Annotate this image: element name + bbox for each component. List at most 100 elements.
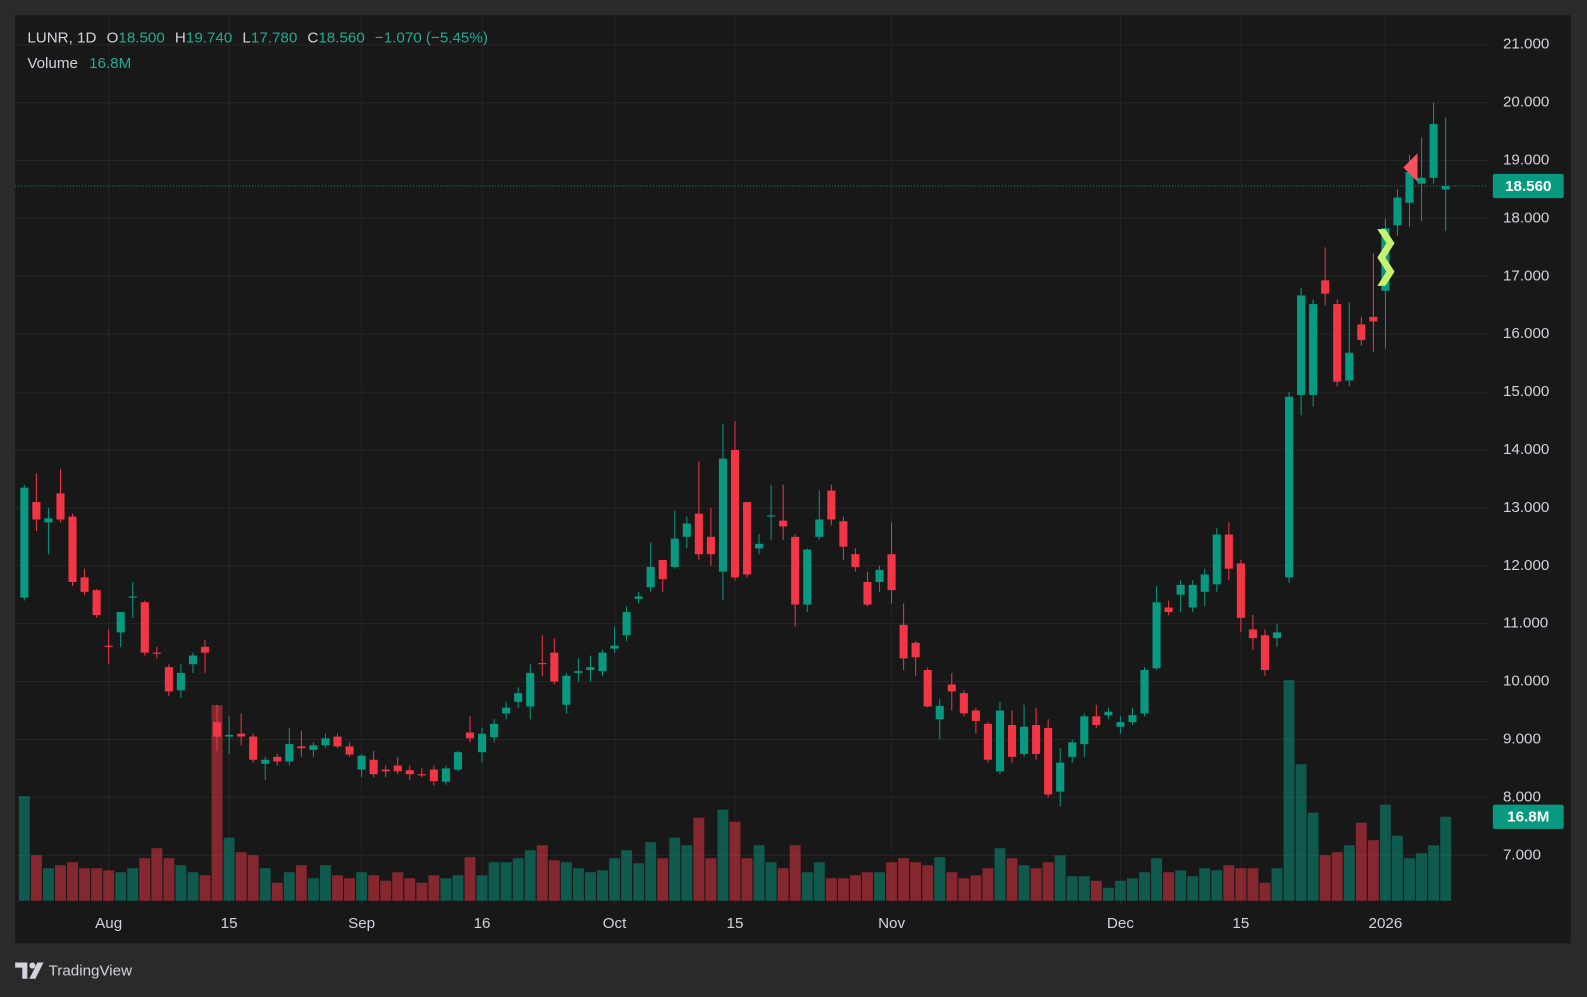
candle-body xyxy=(658,559,667,580)
volume-bar xyxy=(874,872,885,901)
candle-body xyxy=(863,581,872,605)
volume-bar xyxy=(1307,812,1319,901)
volume-bar xyxy=(235,852,247,901)
candle-body xyxy=(1333,304,1342,382)
volume-bar xyxy=(524,850,536,901)
volume-bar xyxy=(259,868,271,901)
volume-bar xyxy=(18,796,30,901)
candle-body xyxy=(405,770,414,775)
volume-bar xyxy=(332,875,343,901)
candle-body xyxy=(429,769,438,782)
volume-bar xyxy=(1235,868,1247,901)
volume-bar xyxy=(1018,865,1030,901)
candle-body xyxy=(538,663,547,665)
high-key: H xyxy=(175,29,186,46)
candle-body xyxy=(803,549,812,605)
volume-bar xyxy=(1319,855,1331,901)
candle-body xyxy=(477,733,487,753)
volume-bar xyxy=(1223,865,1235,901)
volume-bar xyxy=(1295,764,1307,901)
candle-body xyxy=(1429,124,1438,178)
volume-bar xyxy=(175,865,187,901)
candle-body xyxy=(670,538,679,567)
volume-bar xyxy=(356,872,368,901)
candle-body xyxy=(526,672,535,707)
y-tick-label: 15.000 xyxy=(1503,383,1549,400)
logo-slash xyxy=(29,962,44,979)
candle-body xyxy=(393,765,402,772)
candle-body xyxy=(562,675,571,705)
volume-bar xyxy=(79,868,91,901)
y-tick-label: 13.000 xyxy=(1503,499,1549,516)
volume-bar xyxy=(982,868,994,901)
candle-body xyxy=(1393,197,1402,226)
candle-body xyxy=(44,518,53,523)
volume-bar xyxy=(103,870,115,901)
volume-bar xyxy=(922,865,934,901)
candle-body xyxy=(959,693,968,714)
candle-body xyxy=(730,449,740,578)
volume-bar xyxy=(934,857,946,901)
candle-body xyxy=(116,612,125,633)
last-price-label: 18.560 xyxy=(1505,178,1551,195)
candle-body xyxy=(381,769,390,772)
logo-mark xyxy=(15,962,28,979)
candle-body xyxy=(345,746,354,755)
candle-body xyxy=(779,520,788,527)
volume-bar xyxy=(91,868,103,901)
volume-bar xyxy=(946,872,958,901)
candle-body xyxy=(1044,727,1053,795)
candle-body xyxy=(514,693,523,702)
high-value: 19.740 xyxy=(186,29,232,46)
candle-body xyxy=(1297,295,1306,395)
candle-body xyxy=(225,734,234,737)
candle-body xyxy=(694,513,703,555)
candle-body xyxy=(1188,584,1197,608)
volume-bar xyxy=(560,862,572,901)
candle-body xyxy=(20,487,29,598)
grid: 7.000 8.000 9.000 10.000 11.000 12.000 13.000 1… xyxy=(15,15,1549,932)
candle-body xyxy=(755,543,764,549)
volume-bar xyxy=(657,858,669,901)
volume-bar xyxy=(837,878,849,901)
candle-body xyxy=(56,493,65,520)
candle-body xyxy=(935,705,944,720)
volume-bar xyxy=(1259,882,1271,901)
candle-body xyxy=(791,536,800,605)
volume-bar xyxy=(898,858,910,901)
candle-body xyxy=(1309,304,1318,395)
volume-bar xyxy=(271,882,283,901)
candle-body xyxy=(152,652,161,654)
candle-body xyxy=(911,642,920,658)
volume-bar xyxy=(1331,852,1343,901)
x-tick-label: 16 xyxy=(474,915,491,932)
candle-body xyxy=(1128,715,1137,723)
volume-bar xyxy=(621,850,633,901)
candle-body xyxy=(333,736,342,747)
volume-bar xyxy=(476,875,488,901)
volume-bar xyxy=(1139,872,1150,901)
volume-bar xyxy=(1102,887,1114,901)
volume-pane xyxy=(18,680,1452,901)
legend-volume: Volume 16.8M xyxy=(27,55,131,72)
volume-bar xyxy=(199,875,211,901)
y-tick-label: 12.000 xyxy=(1503,557,1549,574)
volume-bar xyxy=(416,882,428,901)
last-volume-badge xyxy=(1492,804,1564,829)
volume-bar xyxy=(1391,835,1403,901)
candle-body xyxy=(465,732,475,739)
volume-bar xyxy=(572,868,584,901)
volume-bar xyxy=(886,862,898,901)
candle-body xyxy=(1260,635,1270,671)
volume-bar xyxy=(1054,855,1066,901)
x-tick-label: 15 xyxy=(727,915,744,932)
candle-body xyxy=(1200,574,1209,592)
candle-body xyxy=(1405,172,1414,203)
candle-body xyxy=(1104,711,1113,716)
candle-body xyxy=(1224,534,1233,569)
y-tick-label: 18.000 xyxy=(1503,209,1549,226)
y-tick-label: 21.000 xyxy=(1503,36,1549,53)
candle-body xyxy=(502,707,511,714)
change: −1.070 (−5.45%) xyxy=(375,29,488,46)
